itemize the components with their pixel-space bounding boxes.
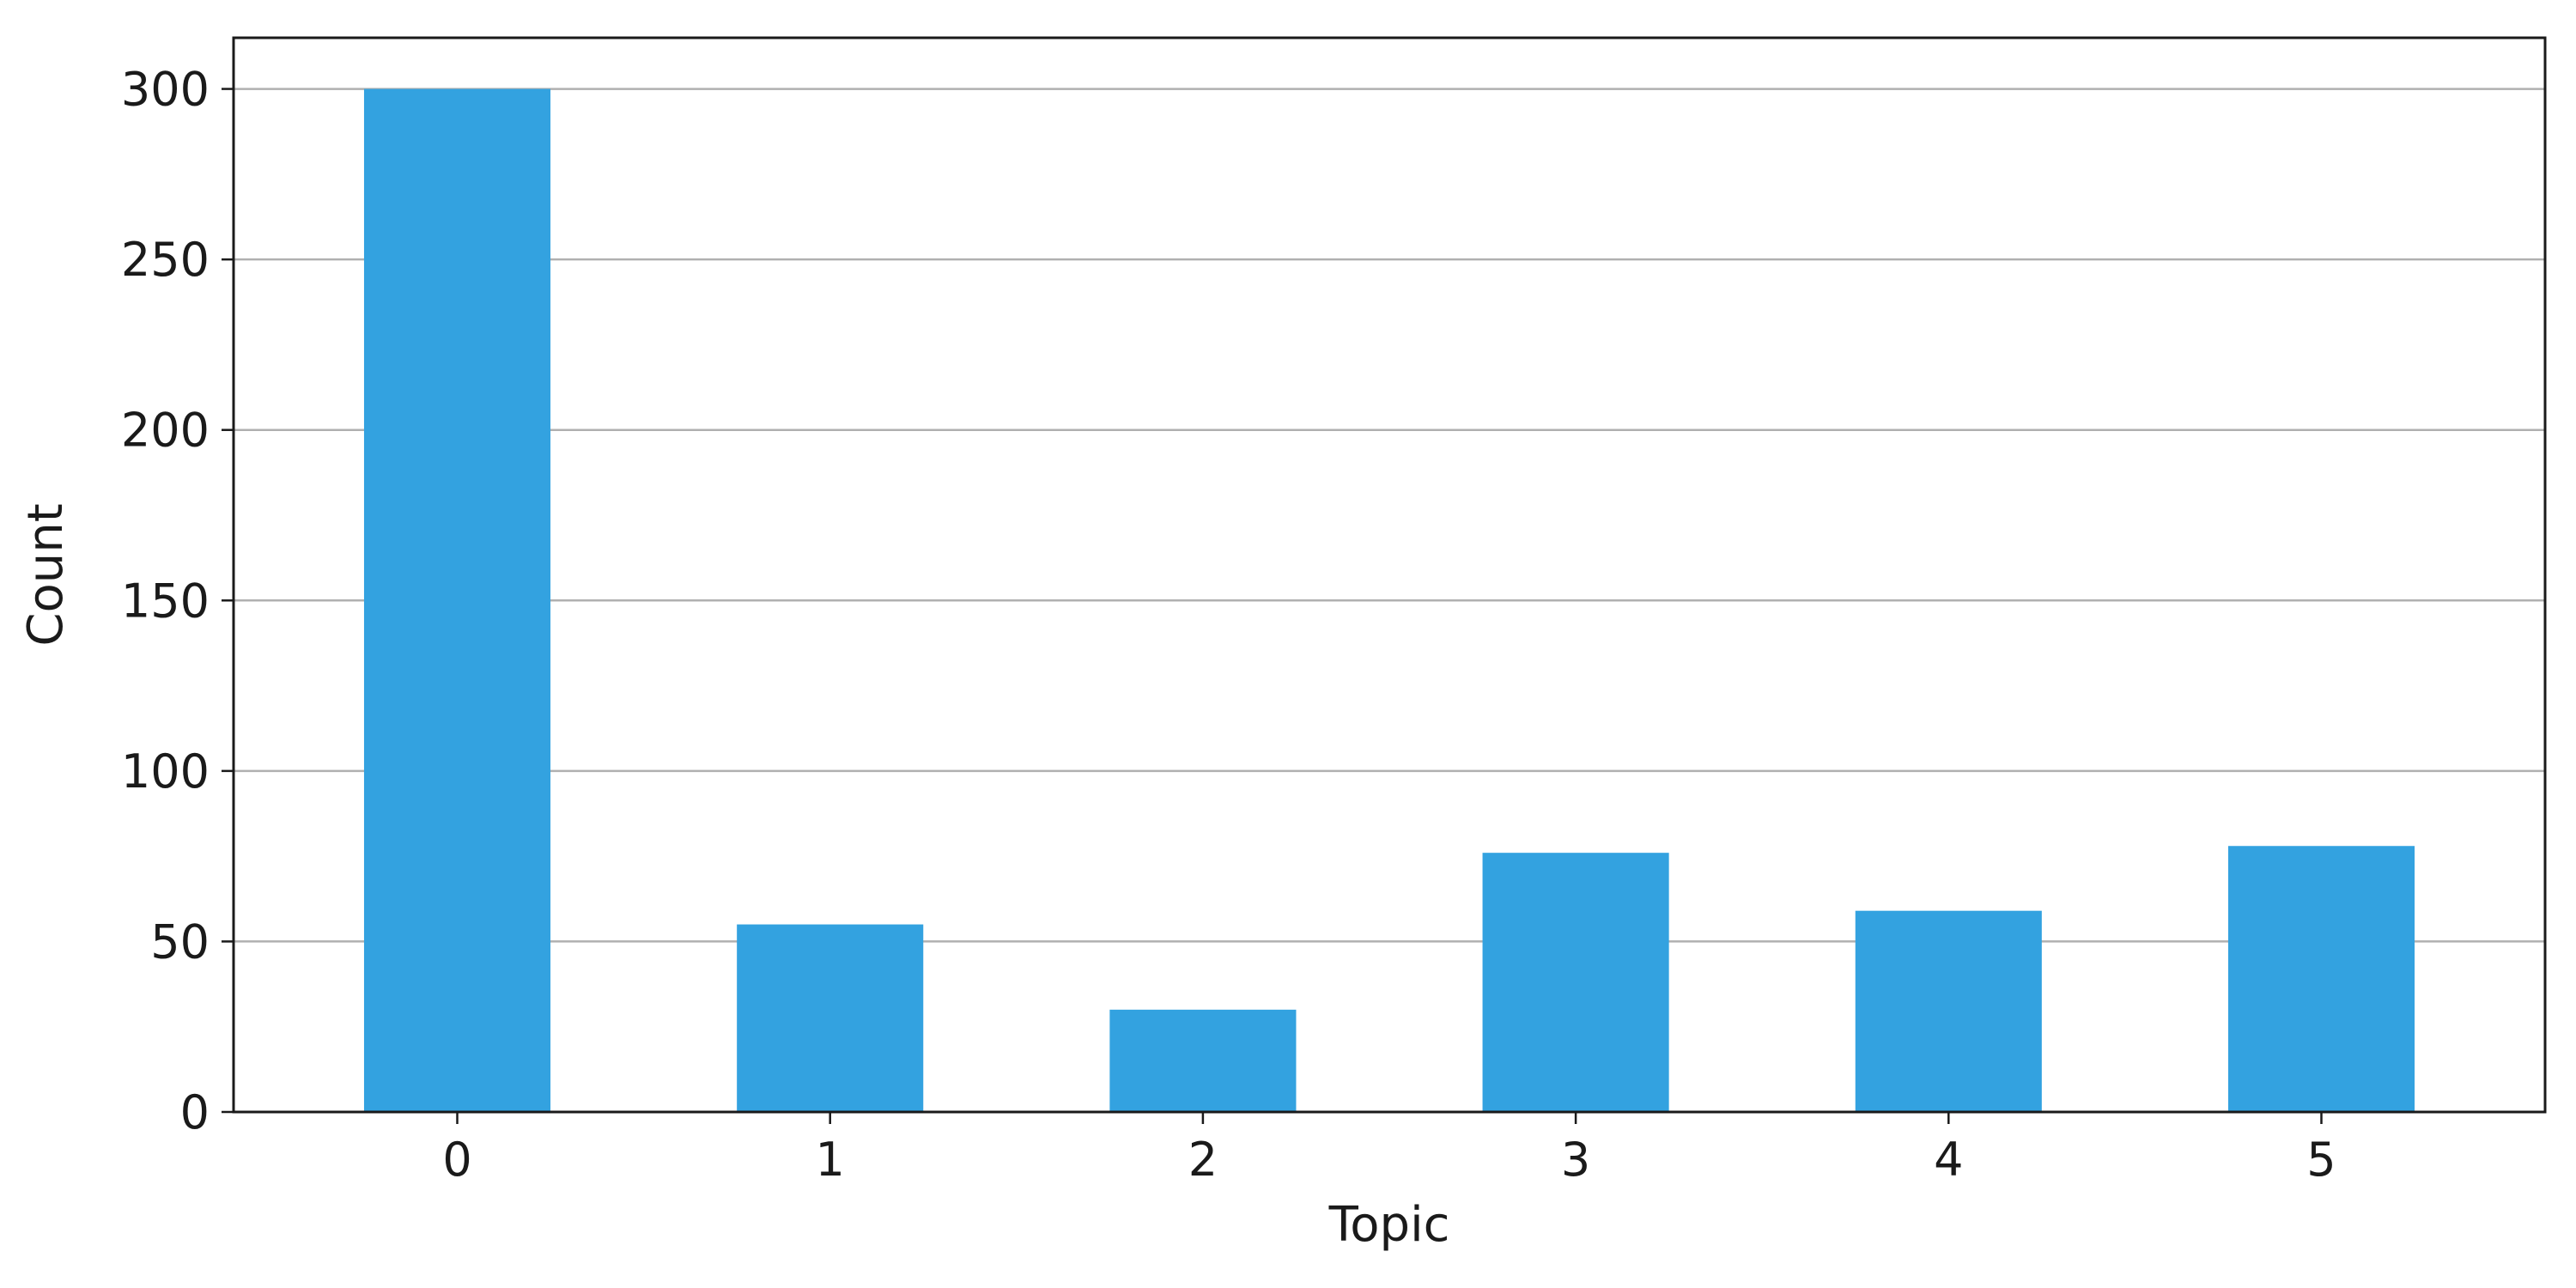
y-axis-ticks: 0 50 100 150 200 250 300	[121, 63, 234, 1139]
y-axis-label: Count	[18, 503, 74, 646]
bar-topic-1	[737, 924, 924, 1112]
bar-topic-2	[1109, 1009, 1297, 1112]
x-tick-label: 3	[1561, 1133, 1590, 1187]
y-tick-label: 300	[121, 63, 210, 117]
y-gridlines	[234, 88, 2545, 1114]
bar-topic-0	[363, 88, 551, 1113]
y-tick-label: 50	[150, 914, 210, 969]
x-tick-label: 4	[1934, 1133, 1963, 1187]
x-axis-label: Topic	[1328, 1197, 1450, 1253]
x-tick-label: 1	[816, 1133, 845, 1187]
y-tick-label: 150	[121, 574, 210, 628]
y-tick-label: 250	[121, 233, 210, 287]
bar-topic-3	[1482, 853, 1669, 1112]
bar-topic-4	[1855, 910, 2042, 1112]
x-tick-label: 5	[2306, 1133, 2336, 1187]
bar-topic-5	[2227, 846, 2415, 1112]
bars	[363, 88, 2415, 1113]
plot-frame	[232, 36, 2547, 1114]
x-tick-label: 0	[442, 1133, 471, 1187]
y-tick-label: 200	[121, 404, 210, 458]
x-axis-ticks: 0 1 2 3 4 5	[442, 1112, 2336, 1187]
y-tick-label: 0	[180, 1085, 210, 1139]
x-tick-label: 2	[1188, 1133, 1218, 1187]
y-tick-label: 100	[121, 744, 210, 799]
